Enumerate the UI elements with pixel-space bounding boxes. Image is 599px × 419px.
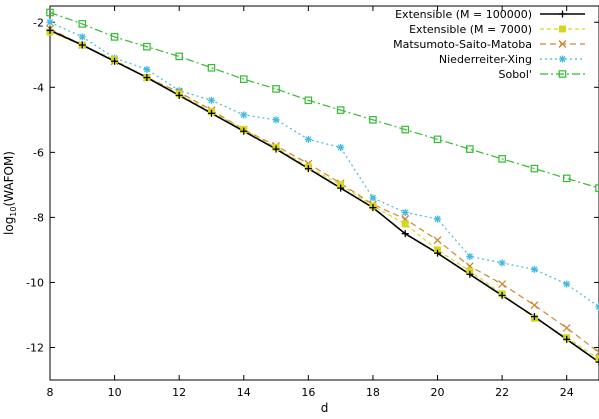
axis-ticks: 8 10 12 14 16 18 20 22 24 -12 -10 -8 -6 -4 -2 (26, 6, 599, 399)
legend-label-3: Niederreiter-Xing (439, 53, 532, 66)
data-point-3 (369, 194, 377, 202)
series-line-4 (49, 11, 599, 189)
data-point-4 (401, 125, 410, 134)
data-point-3 (143, 65, 151, 73)
data-point-3 (563, 280, 571, 288)
data-point-4 (466, 145, 474, 153)
y-tick-label: -12 (26, 341, 44, 354)
data-point-3 (272, 116, 280, 124)
data-point-4 (110, 33, 119, 41)
series-line-1 (49, 31, 599, 360)
x-tick-label: 8 (47, 386, 54, 399)
legend-marker-4 (558, 70, 567, 78)
data-point-4 (272, 85, 280, 93)
data-point-0 (240, 127, 248, 135)
data-point-0 (143, 74, 151, 82)
series-markers (46, 8, 599, 366)
x-axis-label: d (321, 401, 329, 415)
data-point-0 (175, 91, 183, 99)
data-point-4 (78, 20, 87, 28)
data-point-0 (304, 165, 312, 173)
x-tick-label: 20 (431, 386, 445, 399)
x-tick-label: 22 (495, 386, 509, 399)
data-point-3 (466, 252, 474, 260)
data-point-4 (336, 106, 345, 114)
x-tick-label: 16 (301, 386, 315, 399)
data-point-0 (498, 291, 506, 299)
y-tick-label: -10 (26, 276, 44, 289)
x-tick-label: 14 (237, 386, 251, 399)
data-point-0 (401, 230, 409, 238)
data-point-1 (401, 220, 409, 228)
data-point-3 (78, 33, 86, 41)
data-point-0 (595, 358, 599, 366)
data-point-3 (337, 143, 345, 151)
data-point-0 (78, 41, 86, 49)
data-point-2 (498, 280, 507, 289)
data-point-2 (562, 324, 571, 332)
legend-marker-3 (559, 55, 566, 63)
data-point-3 (498, 259, 506, 267)
data-point-4 (175, 52, 183, 61)
series-line-0 (49, 29, 599, 363)
data-point-3 (207, 96, 215, 104)
data-point-3 (595, 303, 599, 311)
legend-label-1: Extensible (M = 7000) (409, 23, 532, 36)
data-point-3 (304, 135, 312, 143)
x-tick-label: 18 (366, 386, 380, 399)
data-point-2 (433, 236, 442, 245)
data-point-4 (207, 63, 216, 72)
data-point-4 (143, 42, 151, 51)
legend-label-0: Extensible (M = 100000) (395, 8, 532, 21)
x-tick-label: 24 (560, 386, 574, 399)
data-point-3 (434, 215, 442, 223)
data-point-3 (46, 18, 54, 26)
data-point-4 (46, 8, 54, 17)
x-tick-label: 12 (172, 386, 186, 399)
y-axis-label-sub: 10 (9, 207, 18, 217)
data-point-0 (111, 57, 119, 65)
data-point-0 (272, 145, 280, 153)
y-axis-label-rest: (WAFOM) (2, 151, 16, 206)
y-tick-label: -6 (33, 146, 44, 159)
y-axis-label: log10(WAFOM) (2, 151, 18, 235)
data-point-4 (304, 96, 313, 105)
plot-frame (49, 5, 599, 381)
data-point-0 (530, 313, 538, 321)
data-point-2 (530, 301, 539, 310)
data-point-0 (337, 184, 345, 192)
data-point-0 (434, 249, 442, 257)
data-point-2 (595, 348, 599, 357)
data-point-0 (466, 270, 474, 278)
data-point-0 (207, 109, 215, 117)
legend-marker-0 (559, 10, 566, 18)
data-point-4 (369, 116, 377, 124)
series-line-3 (49, 21, 599, 308)
legend-marker-1 (559, 25, 566, 33)
data-point-3 (240, 111, 248, 119)
data-point-4 (562, 174, 571, 183)
legend: Extensible (M = 100000) Extensible (M = 7… (393, 8, 585, 81)
data-point-3 (401, 209, 409, 217)
data-point-4 (498, 155, 506, 163)
data-point-0 (369, 204, 377, 212)
data-point-1 (595, 355, 599, 363)
legend-marker-2 (558, 40, 567, 48)
data-point-4 (530, 164, 539, 173)
legend-label-4: Sobol' (498, 68, 532, 81)
legend-label-2: Matsumoto-Saito-Matoba (393, 38, 532, 51)
data-point-4 (239, 75, 248, 83)
data-point-4 (433, 135, 442, 144)
data-point-3 (530, 265, 538, 273)
series-lines (49, 11, 599, 363)
x-tick-label: 10 (108, 386, 122, 399)
y-axis-label-main: log (2, 217, 16, 235)
y-tick-label: -4 (33, 81, 44, 94)
y-tick-label: -2 (33, 16, 44, 29)
data-point-0 (46, 26, 54, 34)
y-tick-label: -8 (33, 211, 44, 224)
data-point-0 (563, 335, 571, 343)
